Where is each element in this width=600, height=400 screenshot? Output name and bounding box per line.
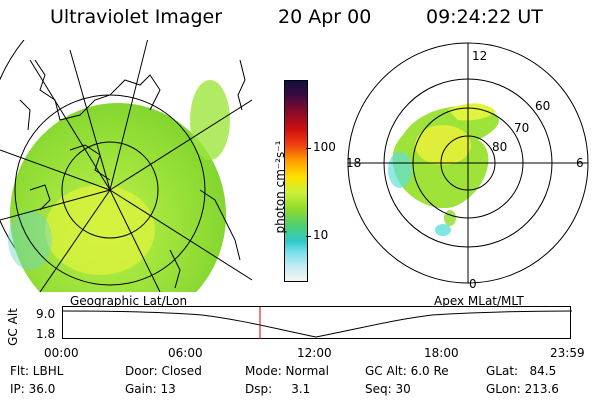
colorbar-tick-10 — [306, 236, 311, 237]
door-info: Door: Closed — [125, 364, 202, 378]
altitude-plot — [62, 306, 572, 339]
polar-plot: 12 18 6 0 60 70 80 — [346, 42, 589, 291]
alt-ytick-bottom: 1.8 — [36, 327, 56, 341]
colorbar-tick-100 — [306, 148, 311, 149]
app-title: Ultraviolet Imager — [50, 6, 223, 28]
gain-info: Gain: 13 — [125, 382, 176, 396]
geographic-panel-label: Geographic Lat/Lon — [70, 294, 188, 308]
lat-label-60: 60 — [535, 99, 550, 113]
observation-time: 09:24:22 UT — [426, 6, 543, 28]
mlt-label-18: 18 — [346, 156, 361, 170]
map-lat-circle-inner — [61, 141, 159, 239]
xtick-0000: 00:00 — [44, 346, 79, 360]
altitude-curve — [62, 310, 572, 338]
xtick-1200: 12:00 — [297, 346, 332, 360]
mlt-label-12: 12 — [472, 49, 487, 63]
apex-panel-label: Apex MLat/MLT — [434, 294, 524, 308]
mlt-label-6: 6 — [576, 156, 584, 170]
colorbar — [284, 80, 308, 282]
xtick-0600: 06:00 — [168, 346, 203, 360]
alt-plot-frame — [62, 306, 571, 339]
filter-info: Flt: LBHL — [10, 364, 64, 378]
glat-info: GLat: 84.5 — [486, 364, 557, 378]
alt-plot-ylabel: GC Alt — [6, 308, 20, 346]
lat-label-70: 70 — [514, 121, 529, 135]
ip-info: IP: 36.0 — [10, 382, 56, 396]
geographic-map — [0, 40, 252, 292]
xtick-1800: 18:00 — [424, 346, 459, 360]
xtick-2359: 23:59 — [550, 346, 585, 360]
colorbar-label-10: 10 — [313, 228, 329, 242]
dsp-info: Dsp: 3.1 — [245, 382, 311, 396]
glon-info: GLon: 213.6 — [486, 382, 559, 396]
map-lat-circle-outer — [14, 94, 206, 286]
map-meridians — [0, 40, 252, 292]
seq-info: Seq: 30 — [365, 382, 411, 396]
colorbar-unit: photon cm⁻²s⁻¹ — [273, 140, 287, 234]
observation-date: 20 Apr 00 — [278, 6, 372, 28]
gc-alt-info: GC Alt: 6.0 Re — [365, 364, 449, 378]
lat-label-80: 80 — [492, 140, 507, 154]
mode-info: Mode: Normal — [245, 364, 329, 378]
alt-ytick-top: 9.0 — [36, 307, 56, 321]
colorbar-label-100: 100 — [313, 140, 336, 154]
mlt-label-0: 0 — [469, 277, 477, 291]
